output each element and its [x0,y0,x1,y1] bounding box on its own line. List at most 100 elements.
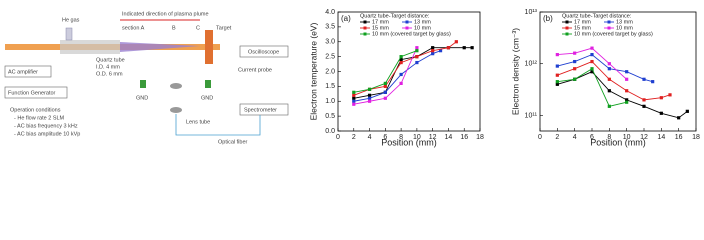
label: GND [201,95,213,101]
marker [625,98,629,102]
x-tick-label: 10 [413,134,421,141]
marker [625,70,629,74]
fiber [175,114,261,136]
marker [590,67,594,71]
label: Indicated direction of plasma plume [122,11,209,17]
marker [415,55,419,59]
series-line [557,68,627,107]
marker [555,64,559,68]
legend-label: 17 mm [372,19,389,25]
marker [590,59,594,64]
marker [573,59,577,64]
plasma-plume [120,42,200,52]
series-line [353,50,441,102]
x-tick-label: 16 [460,134,468,141]
marker [352,90,356,94]
figure: He gas Indicated direction of plasma plu… [4,9,700,147]
legend-marker [363,32,367,36]
marker [607,104,611,108]
legend-marker [405,26,409,30]
box [239,45,289,58]
label: I.D. 4 mm [96,64,120,70]
marker [462,46,466,50]
marker [555,82,559,86]
marker [399,55,403,59]
x-axis-label: Position (mm) [590,137,646,147]
marker [415,49,419,53]
x-tick-label: 6 [383,134,387,141]
legend-marker [607,26,611,30]
y-tick-label: 3.5 [325,24,335,31]
x-tick-label: 4 [573,134,577,141]
legend-marker [565,26,569,30]
label: Current probe [238,67,272,73]
x-tick-label: 0 [538,134,542,141]
marker [431,52,435,56]
x-tick-label: 6 [590,134,594,141]
legend-marker [405,20,409,24]
series-line [353,47,473,99]
x-tick-label: 12 [429,134,437,141]
marker [590,53,594,57]
box [4,86,68,99]
label: - He flow rate 2 SLM [14,115,65,121]
marker [625,89,629,93]
label: C [196,25,200,31]
label: Quartz tube [96,57,125,63]
marker [454,40,458,44]
y-tick-label: 0.0 [325,128,335,135]
legend-marker [363,20,367,24]
legend-label: 10 mm (covered target by glass) [372,31,451,37]
legend-marker [565,20,569,24]
marker [642,104,646,108]
marker [668,93,672,97]
marker [352,99,356,103]
label: - AC bias frequency 3 kHz [14,123,78,129]
gas-inlet [65,27,73,41]
label: He gas [62,17,80,23]
quartz-tube [60,40,120,54]
marker [625,77,629,81]
marker [590,46,594,50]
marker [431,46,435,50]
lens [170,107,182,113]
label: Function Generator [8,90,56,96]
marker [367,99,372,103]
marker [438,49,443,53]
panel-label: (b) [543,14,553,23]
marker [659,111,663,115]
plot-frame [539,11,697,132]
setup-diagram: He gas Indicated direction of plasma plu… [4,11,289,145]
label: AC amplifier [8,69,38,75]
legend-marker [565,32,569,36]
legend-title: Quartz tube-Target distance: [562,13,632,19]
label: Lens tube [186,119,210,125]
box [4,65,52,78]
x-tick-label: 18 [476,134,484,141]
probe [140,80,146,88]
lens [170,83,182,89]
series-line [353,41,457,96]
y-tick-label: 1.0 [325,98,335,105]
label: Spectrometer [244,107,277,113]
marker [352,96,356,100]
label: - AC bias amplitude 10 kVp [14,131,80,137]
y-tick-label: 2.5 [325,53,335,60]
marker [415,46,419,50]
marker [470,46,474,50]
marker [555,73,559,77]
marker [651,80,655,84]
y-axis-label: Electron density (cm⁻³) [510,28,520,115]
marker [555,80,559,84]
marker [367,96,372,100]
y-tick-label: 0.5 [325,113,335,120]
y-tick-label: 10¹¹ [525,112,538,119]
x-tick-label: 14 [657,134,665,141]
y-tick-label: 10¹² [525,61,538,68]
marker [399,60,403,65]
x-tick-label: 18 [692,134,700,141]
series-line [557,54,653,83]
marker [367,87,372,91]
legend-label: 10 mm (covered target by glass) [574,31,653,37]
marker [367,93,372,97]
